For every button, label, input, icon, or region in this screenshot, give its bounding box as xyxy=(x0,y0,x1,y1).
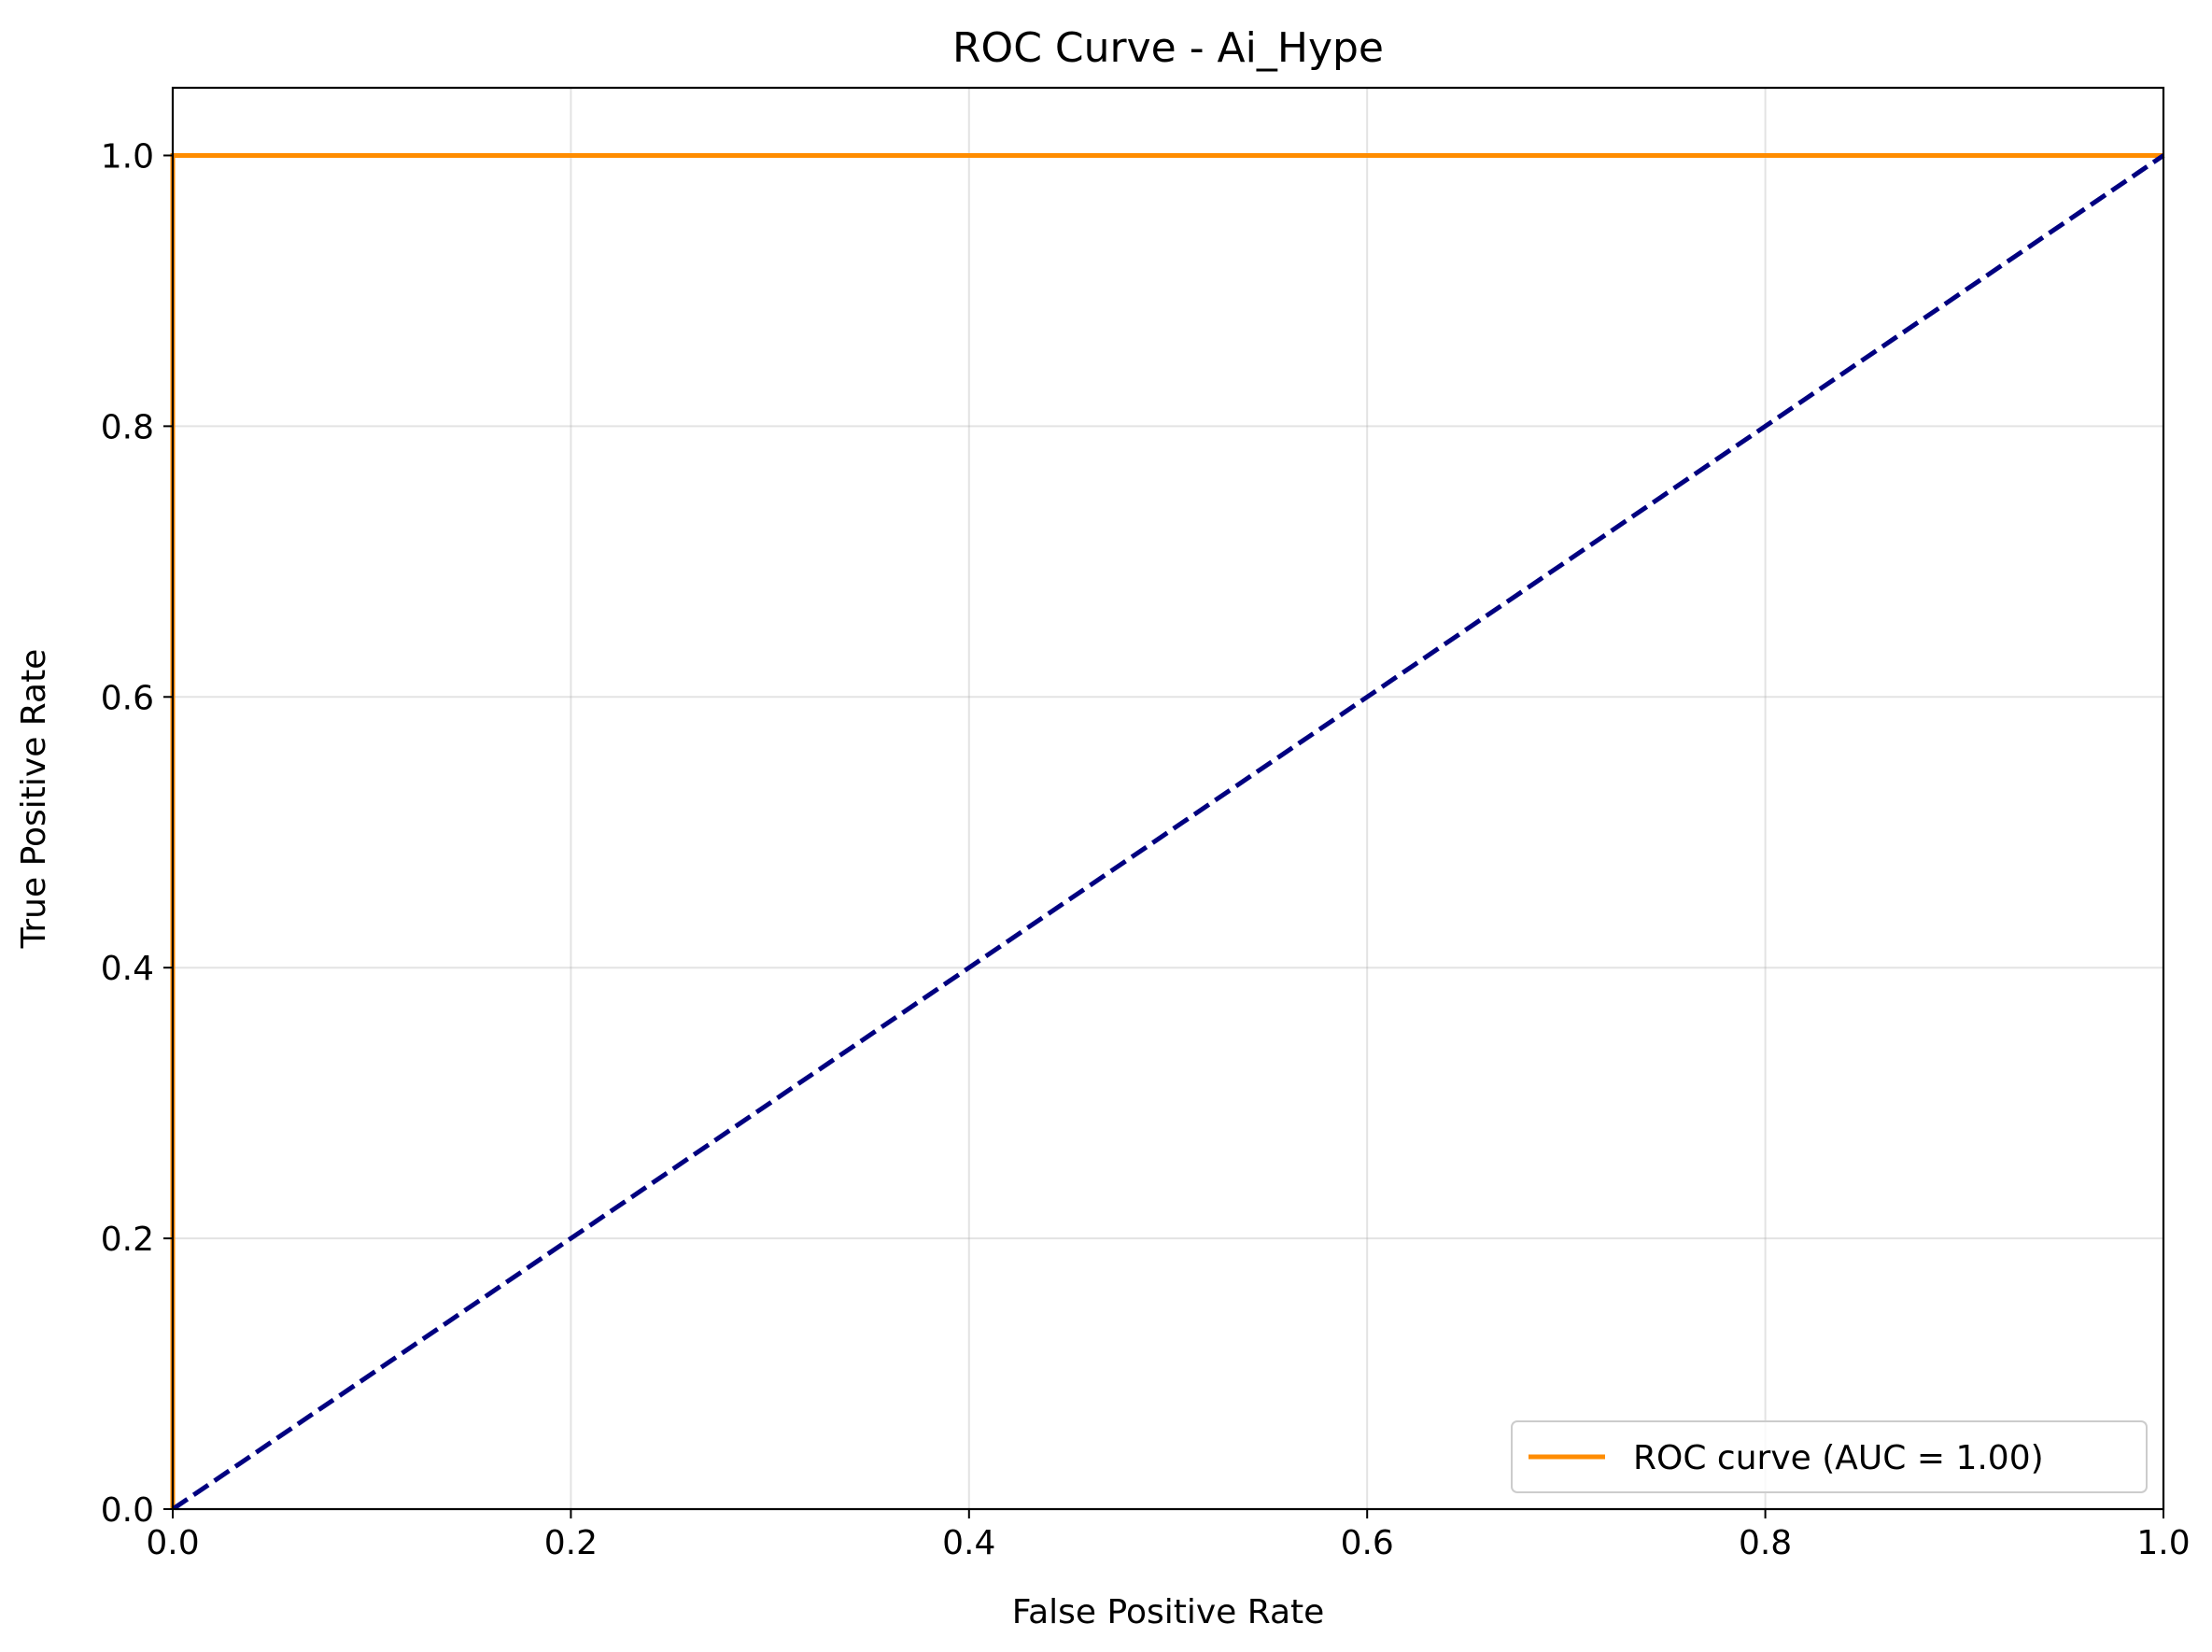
legend-box xyxy=(1511,1420,2148,1493)
x-tick-label: 1.0 xyxy=(2136,1524,2190,1562)
y-tick-label: 0.0 xyxy=(101,1491,154,1530)
legend-label-roc-curve: ROC curve (AUC = 1.00) xyxy=(1633,1439,2044,1477)
y-tick-label: 0.8 xyxy=(101,408,154,446)
chance-diagonal-line xyxy=(171,153,2165,1509)
x-tick-label: 0.4 xyxy=(942,1524,995,1562)
y-tick-label: 0.6 xyxy=(101,679,154,717)
x-tick-label: 0.6 xyxy=(1341,1524,1394,1562)
axis-ticks: 0.0 0.2 0.4 0.6 0.8 1.0 0.0 0.2 0.4 0.6 0.8 1.0 xyxy=(101,137,2191,1562)
x-tick-label: 0.0 xyxy=(146,1524,199,1562)
y-tick-label: 0.2 xyxy=(101,1221,154,1259)
x-tick-label: 0.8 xyxy=(1739,1524,1792,1562)
plot-frame xyxy=(171,86,2165,1511)
y-axis-label: True Positive Rate xyxy=(15,649,53,950)
legend: ROC curve (AUC = 1.00) xyxy=(1511,1420,2148,1493)
y-tick-label: 0.4 xyxy=(101,950,154,988)
chart-title: ROC Curve - Ai_Hype xyxy=(952,24,1384,72)
x-axis-label: False Positive Rate xyxy=(1012,1593,1325,1631)
x-tick-label: 0.2 xyxy=(544,1524,598,1562)
y-tick-label: 1.0 xyxy=(101,137,154,176)
